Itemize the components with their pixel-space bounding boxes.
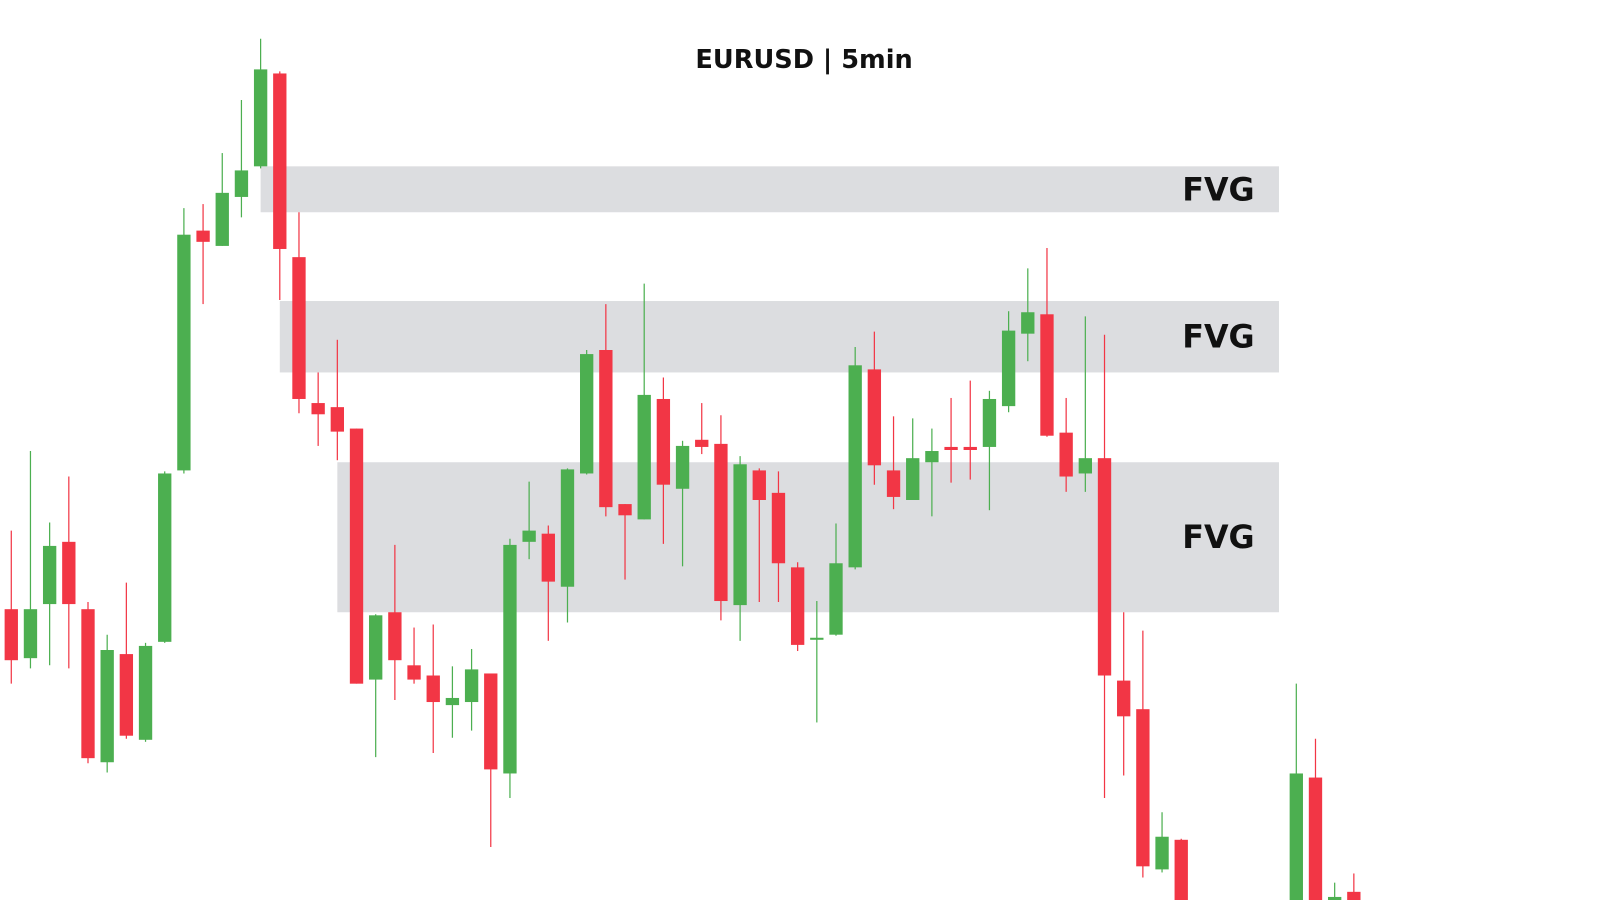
candle-body xyxy=(944,446,958,450)
candle-body xyxy=(1308,777,1323,900)
candle-body xyxy=(273,73,287,249)
candle-body xyxy=(963,446,977,450)
candle-body xyxy=(138,645,153,740)
candle-body xyxy=(695,439,709,447)
fvg-label: FVG xyxy=(1182,520,1254,556)
candle-body xyxy=(714,443,728,602)
candle-body xyxy=(215,192,229,246)
candle-body xyxy=(925,451,939,463)
candle-body xyxy=(81,609,95,759)
candle-body xyxy=(522,530,536,542)
candle-body xyxy=(752,470,766,500)
candle-body xyxy=(407,665,421,680)
candle-body xyxy=(1347,891,1361,900)
candle-body xyxy=(119,654,134,736)
candle-body xyxy=(4,609,18,661)
fvg-label: FVG xyxy=(1182,172,1254,208)
candle-body xyxy=(426,675,440,703)
candle-body xyxy=(1059,432,1073,477)
candle-body xyxy=(1155,836,1169,870)
candle-body xyxy=(503,544,517,774)
candle-body xyxy=(560,469,575,587)
candle-body xyxy=(369,615,383,680)
candle-body xyxy=(541,533,555,582)
candle-body xyxy=(1040,314,1054,436)
candle-body xyxy=(1328,896,1342,900)
candle-body xyxy=(464,669,479,703)
candle-body xyxy=(177,234,191,471)
candle-body xyxy=(1174,839,1188,900)
candle-body xyxy=(656,398,671,485)
candle-body xyxy=(580,354,594,474)
candle-body xyxy=(1078,458,1092,474)
candle-body xyxy=(886,470,901,497)
candle-body xyxy=(253,69,268,167)
candle-body xyxy=(311,403,325,415)
candle-body xyxy=(484,673,498,770)
candle-body xyxy=(62,541,76,605)
candle-body xyxy=(292,257,306,399)
candle-body xyxy=(982,398,997,447)
candle-body xyxy=(234,170,249,197)
candle-body xyxy=(330,407,344,432)
zones: FVG FVG FVG xyxy=(260,166,1279,613)
candle-body xyxy=(196,230,210,242)
fvg-zone xyxy=(279,301,1279,373)
candle-body xyxy=(1097,458,1112,676)
chart-title: EURUSD | 5min xyxy=(695,45,912,75)
candle-body xyxy=(388,612,402,661)
candle-body xyxy=(599,350,613,508)
candle-body xyxy=(1117,680,1131,717)
candle-body xyxy=(906,458,920,500)
candle-body xyxy=(42,545,57,605)
candle-body xyxy=(867,369,882,466)
candle-body xyxy=(445,697,460,706)
candle-body xyxy=(637,394,651,520)
candle-body xyxy=(1289,773,1303,900)
candle-body xyxy=(1021,312,1035,334)
candles xyxy=(4,38,1361,900)
candle-body xyxy=(848,365,862,568)
candle-body xyxy=(771,492,786,564)
candle-body xyxy=(790,567,805,645)
candle-body xyxy=(158,473,172,642)
candle-body xyxy=(349,428,364,684)
candle-body xyxy=(675,445,690,489)
candle-body xyxy=(1001,330,1016,407)
candle-body xyxy=(733,464,747,606)
fvg-zone xyxy=(337,462,1279,613)
fvg-label: FVG xyxy=(1182,320,1254,356)
candle-body xyxy=(100,650,114,763)
fvg-zone xyxy=(260,166,1279,213)
candle-body xyxy=(1136,709,1150,867)
candle-body xyxy=(618,504,632,516)
candle-body xyxy=(829,563,843,635)
candle-body xyxy=(23,609,38,659)
candle-body xyxy=(810,637,824,640)
